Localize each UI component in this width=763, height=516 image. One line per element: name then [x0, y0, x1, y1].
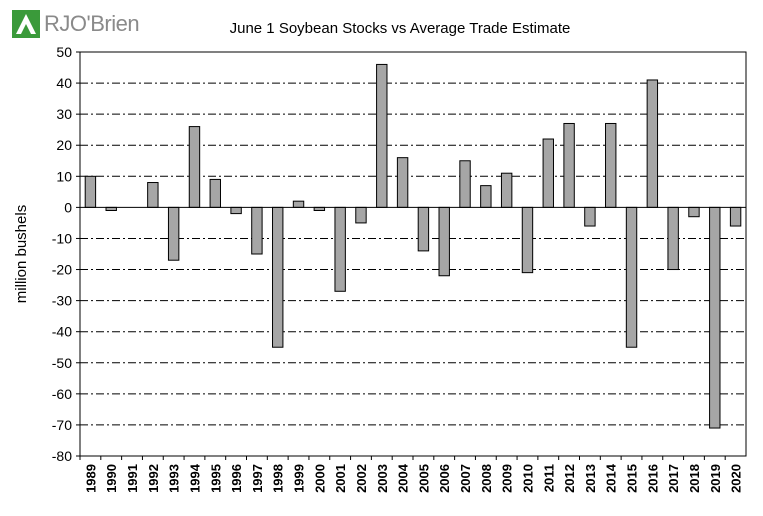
y-tick-label: -40: [52, 324, 72, 340]
x-tick-label: 2003: [375, 464, 390, 493]
y-tick-label: -80: [52, 448, 72, 464]
x-tick-label: 2013: [583, 464, 598, 493]
x-tick-label: 2001: [333, 464, 348, 493]
y-tick-label: 10: [56, 168, 72, 184]
bar: [688, 206, 700, 218]
x-tick-label: 2017: [666, 464, 681, 493]
bar: [230, 206, 242, 215]
brand-name: RJO'Brien: [44, 11, 140, 36]
bar: [584, 206, 596, 227]
x-tick-label: 1990: [104, 464, 119, 493]
bar: [605, 122, 617, 208]
x-tick-label: 2011: [541, 464, 556, 492]
y-tick-label: -10: [52, 230, 72, 246]
bar: [355, 206, 367, 224]
bar: [396, 157, 409, 208]
bar: [292, 200, 305, 208]
bar: [376, 63, 388, 208]
bar: [521, 206, 534, 274]
x-tick-label: 2019: [708, 464, 723, 493]
x-tick-label: 2004: [396, 463, 411, 493]
y-tick-label: 30: [56, 106, 72, 122]
chart-title: June 1 Soybean Stocks vs Average Trade E…: [229, 20, 571, 37]
bar: [563, 122, 575, 208]
x-tick-label: 1996: [229, 464, 244, 493]
x-tick-label: 1995: [208, 464, 223, 493]
bar: [84, 175, 97, 208]
x-tick-label: 2007: [458, 464, 473, 493]
bar: [667, 206, 679, 271]
bar: [334, 206, 346, 292]
bar: [147, 182, 159, 208]
x-tick-label: 1994: [187, 463, 202, 493]
bar: [459, 160, 471, 208]
x-tick-label: 2014: [604, 463, 619, 493]
x-tick-label: 1997: [250, 464, 265, 493]
y-axis-title: million bushels: [13, 205, 30, 303]
bar: [709, 206, 721, 429]
y-tick-label: -50: [52, 355, 72, 371]
bar: [500, 172, 513, 208]
x-tick-label: 2000: [312, 464, 327, 493]
x-tick-label: 2020: [729, 464, 744, 493]
bar: [625, 206, 638, 348]
bar: [209, 178, 221, 208]
y-tick-label: -70: [52, 417, 72, 433]
bar: [646, 79, 659, 208]
y-tick-label: -20: [52, 262, 72, 278]
y-tick-label: 0: [64, 199, 72, 215]
logo-icon: [12, 10, 40, 38]
x-tick-label: 1992: [146, 464, 161, 493]
x-tick-label: 2005: [416, 464, 431, 493]
x-tick-label: 1999: [292, 464, 307, 493]
x-tick-label: 1991: [125, 464, 140, 493]
y-tick-label: -60: [52, 386, 72, 402]
bar: [272, 206, 284, 348]
brand-logo: RJO'Brien: [12, 10, 140, 38]
x-tick-label: 2009: [500, 464, 515, 493]
plot-border: [79, 51, 747, 457]
x-tick-label: 2006: [437, 464, 452, 493]
x-tick-label: 2015: [625, 464, 640, 493]
bar: [417, 206, 430, 252]
x-tick-label: 2010: [520, 464, 535, 493]
x-tick-label: 2016: [645, 464, 660, 493]
x-tick-label: 1989: [83, 464, 98, 493]
x-tick-label: 1993: [167, 464, 182, 493]
x-tick-label: 2018: [687, 464, 702, 493]
bar: [438, 206, 450, 277]
x-tick-label: 2002: [354, 464, 369, 493]
y-tick-label: 20: [56, 137, 72, 153]
y-tick-label: 40: [56, 75, 72, 91]
bar: [167, 206, 180, 261]
y-tick-label: -30: [52, 293, 72, 309]
bar: [251, 206, 263, 255]
bar: [480, 185, 492, 208]
x-tick-label: 1998: [271, 464, 286, 493]
bar: [729, 206, 742, 227]
bar: [188, 126, 201, 208]
plot-area: [80, 52, 746, 456]
bar: [542, 138, 554, 208]
x-tick-label: 2012: [562, 464, 577, 493]
y-tick-label: 50: [56, 44, 72, 60]
x-tick-label: 2008: [479, 464, 494, 493]
